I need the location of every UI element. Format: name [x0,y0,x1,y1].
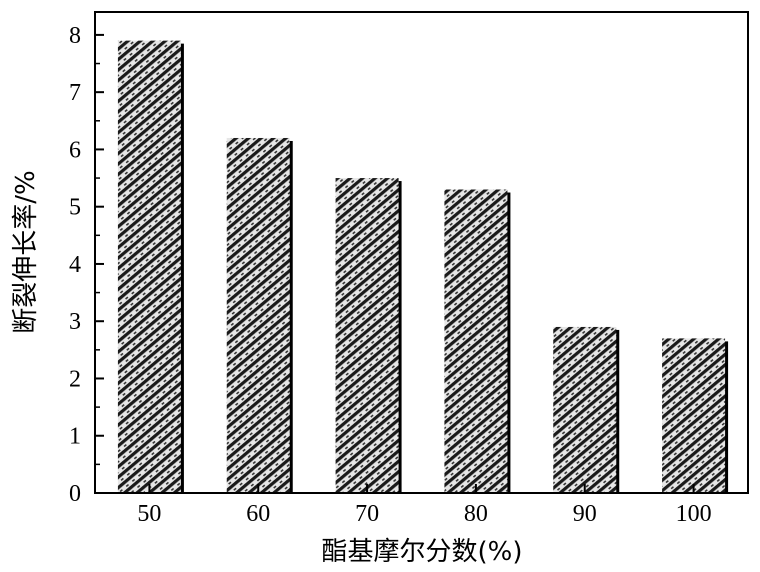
bar-50 [117,40,181,493]
bar-80 [444,189,508,493]
x-tick-label: 60 [246,501,270,527]
bar-60 [226,137,290,493]
x-tick-label: 90 [573,501,597,527]
y-tick-label: 0 [69,481,81,507]
bar-90 [553,326,617,493]
y-tick-label: 8 [69,23,81,49]
y-ticks-group: 0 1 2 3 4 5 6 7 8 [69,23,104,507]
plot-frame [94,11,749,494]
axes-group [94,11,749,494]
bar-100 [662,338,726,493]
x-tick-label: 100 [676,501,712,527]
x-axis-title: 酯基摩尔分数(%) [322,537,523,567]
y-tick-label: 3 [69,309,81,335]
y-tick-label: 7 [69,80,81,106]
x-tick-label: 50 [137,501,161,527]
y-tick-label: 4 [69,252,81,278]
bar-70 [335,178,399,494]
bars-group [117,40,729,494]
y-tick-label: 1 [69,424,81,450]
y-tick-label: 6 [69,137,81,163]
x-ticks-group: 50 60 70 80 90 100 [137,484,712,527]
y-tick-label: 5 [69,195,81,221]
x-tick-label: 80 [464,501,488,527]
y-tick-label: 2 [69,366,81,392]
y-axis-title: 断裂伸长率/% [11,170,41,333]
x-tick-label: 70 [355,501,379,527]
